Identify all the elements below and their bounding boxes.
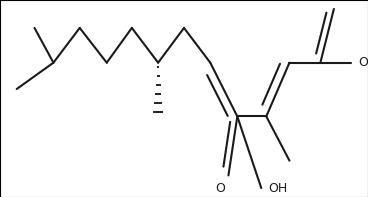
Text: OH: OH	[358, 56, 368, 69]
Text: O: O	[215, 182, 225, 195]
Text: OH: OH	[268, 182, 287, 195]
